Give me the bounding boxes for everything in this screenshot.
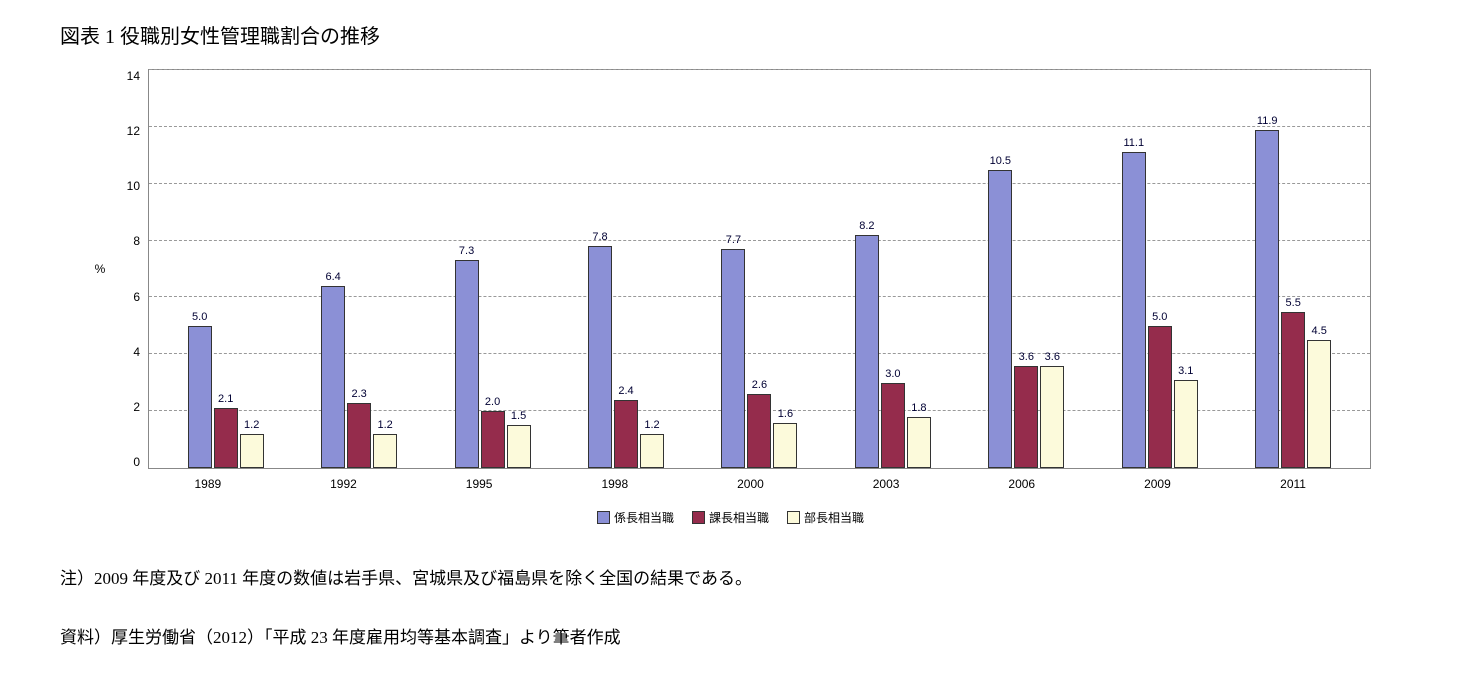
y-tick: 14	[127, 69, 140, 83]
bar-group: 6.42.31.2	[305, 70, 413, 468]
y-tick: 4	[133, 345, 140, 359]
bar: 5.5	[1281, 312, 1305, 468]
bar: 1.2	[240, 434, 264, 468]
bar-value-label: 11.9	[1257, 115, 1278, 127]
x-tick: 1995	[424, 477, 534, 491]
bar: 3.6	[1014, 366, 1038, 468]
bar-value-label: 3.0	[885, 368, 900, 380]
bar-value-label: 1.2	[244, 419, 259, 431]
bar-value-label: 7.8	[592, 231, 607, 243]
x-tick: 2011	[1238, 477, 1348, 491]
bar-value-label: 7.3	[459, 245, 474, 257]
bar: 7.8	[588, 246, 612, 468]
legend-label: 課長相当職	[709, 509, 769, 526]
x-tick: 1989	[153, 477, 263, 491]
x-tick: 2009	[1102, 477, 1212, 491]
bar: 11.9	[1255, 130, 1279, 468]
figure-title: 図表 1 役職別女性管理職割合の推移	[60, 20, 1401, 49]
y-axis-ticks: 0 2 4 6 8 10 12 14	[110, 69, 148, 469]
bar: 3.0	[881, 383, 905, 468]
bar-value-label: 2.3	[351, 388, 366, 400]
bar: 5.0	[1148, 326, 1172, 468]
x-tick: 2006	[967, 477, 1077, 491]
bar-value-label: 2.1	[218, 393, 233, 405]
bar-value-label: 1.8	[911, 402, 926, 414]
bar: 1.5	[507, 425, 531, 468]
bar-value-label: 7.7	[726, 234, 741, 246]
bar-value-label: 2.6	[752, 379, 767, 391]
x-axis-ticks: 1989 1992 1995 1998 2000 2003 2006 2009 2011	[90, 469, 1371, 491]
figure-note: 注）2009 年度及び 2011 年度の数値は岩手県、宮城県及び福島県を除く全国…	[60, 564, 1401, 595]
bar: 5.0	[188, 326, 212, 468]
bar: 11.1	[1122, 152, 1146, 468]
legend: 係長相当職 課長相当職 部長相当職	[90, 509, 1371, 526]
bar-group: 7.32.01.5	[439, 70, 547, 468]
figure-source: 資料）厚生労働省（2012）「平成 23 年度雇用均等基本調査」より筆者作成	[60, 623, 1401, 654]
bar-value-label: 11.1	[1123, 137, 1144, 149]
bar-group: 7.82.41.2	[572, 70, 680, 468]
bar-value-label: 3.1	[1178, 365, 1193, 377]
legend-swatch	[692, 511, 705, 524]
legend-item: 係長相当職	[597, 509, 674, 526]
bar-value-label: 2.0	[485, 396, 500, 408]
bar-value-label: 1.2	[644, 419, 659, 431]
bar-group: 10.53.63.6	[972, 70, 1080, 468]
bar-group: 11.15.03.1	[1106, 70, 1214, 468]
bar-group: 7.72.61.6	[705, 70, 813, 468]
legend-swatch	[787, 511, 800, 524]
bar: 7.3	[455, 260, 479, 468]
bar-value-label: 10.5	[990, 155, 1011, 167]
bar-value-label: 1.5	[511, 410, 526, 422]
bar-value-label: 3.6	[1019, 351, 1034, 363]
legend-swatch	[597, 511, 610, 524]
legend-item: 部長相当職	[787, 509, 864, 526]
bar: 8.2	[855, 235, 879, 468]
legend-label: 部長相当職	[804, 509, 864, 526]
bar: 10.5	[988, 170, 1012, 469]
chart-container: % 02468101214 5.02.11.26.42.31.27.32.01.…	[60, 69, 1401, 536]
bar-value-label: 2.4	[618, 385, 633, 397]
bar-value-label: 6.4	[325, 271, 340, 283]
bar-value-label: 5.0	[192, 311, 207, 323]
bar: 2.0	[481, 411, 505, 468]
legend-label: 係長相当職	[614, 509, 674, 526]
y-axis-label: %	[90, 69, 110, 469]
bar-value-label: 1.6	[778, 408, 793, 420]
legend-item: 課長相当職	[692, 509, 769, 526]
bar: 7.7	[721, 249, 745, 468]
bar: 3.1	[1174, 380, 1198, 468]
y-tick: 2	[133, 400, 140, 414]
y-tick: 10	[127, 179, 140, 193]
bar: 2.1	[214, 408, 238, 468]
bar-group: 5.02.11.2	[172, 70, 280, 468]
bar-value-label: 8.2	[859, 220, 874, 232]
x-tick: 1998	[560, 477, 670, 491]
x-tick: 1992	[289, 477, 399, 491]
bar-value-label: 3.6	[1045, 351, 1060, 363]
y-tick: 12	[127, 124, 140, 138]
x-tick: 2000	[696, 477, 806, 491]
bar: 2.3	[347, 403, 371, 468]
y-tick: 8	[133, 234, 140, 248]
bar: 1.8	[907, 417, 931, 468]
bar: 6.4	[321, 286, 345, 468]
bar: 4.5	[1307, 340, 1331, 468]
bar: 2.4	[614, 400, 638, 468]
bar-value-label: 1.2	[377, 419, 392, 431]
x-tick: 2003	[831, 477, 941, 491]
bar: 2.6	[747, 394, 771, 468]
bar: 1.2	[373, 434, 397, 468]
bar-value-label: 5.0	[1152, 311, 1167, 323]
bar-group: 11.95.54.5	[1239, 70, 1347, 468]
bar: 1.2	[640, 434, 664, 468]
bar-value-label: 5.5	[1286, 297, 1301, 309]
y-tick: 0	[133, 455, 140, 469]
plot-area: 5.02.11.26.42.31.27.32.01.57.82.41.27.72…	[148, 69, 1371, 469]
bar-value-label: 4.5	[1312, 325, 1327, 337]
bar: 3.6	[1040, 366, 1064, 468]
bar: 1.6	[773, 423, 797, 468]
y-tick: 6	[133, 290, 140, 304]
bar-group: 8.23.01.8	[839, 70, 947, 468]
